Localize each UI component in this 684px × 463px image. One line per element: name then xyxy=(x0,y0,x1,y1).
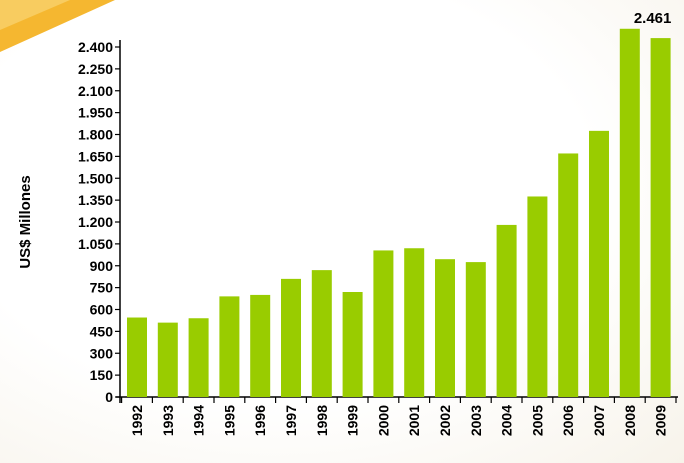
bar-2005 xyxy=(527,196,548,397)
x-tick-label: 2008 xyxy=(622,405,638,436)
x-tick-label: 1995 xyxy=(221,405,237,436)
x-tick-label: 2003 xyxy=(468,405,484,436)
bar-2008 xyxy=(619,28,640,397)
bar-1994 xyxy=(188,318,209,397)
x-tick-label: 1994 xyxy=(191,405,207,436)
y-tick-label: 900 xyxy=(90,258,114,274)
bar-2006 xyxy=(558,153,579,397)
x-tick-label: 2000 xyxy=(375,405,391,436)
data-label-2009: 2.461 xyxy=(634,10,672,27)
y-tick-label: 1.200 xyxy=(78,214,113,230)
y-axis-label: US$ Millones xyxy=(17,175,34,268)
y-tick-label: 1.500 xyxy=(78,170,113,186)
x-tick-label: 2006 xyxy=(560,405,576,436)
bar-1996 xyxy=(250,294,271,397)
bar-1995 xyxy=(219,296,240,397)
y-tick-label: 750 xyxy=(90,280,114,296)
bar-1999 xyxy=(342,292,363,397)
x-tick-label: 2009 xyxy=(653,405,669,436)
y-tick-label: 450 xyxy=(90,323,114,339)
bar-1993 xyxy=(157,322,178,397)
y-tick-label: 600 xyxy=(90,302,114,318)
x-tick-label: 2007 xyxy=(591,405,607,436)
bar-1997 xyxy=(281,278,301,397)
y-tick-label: 0 xyxy=(105,389,113,405)
x-tick-label: 1998 xyxy=(314,405,330,436)
x-tick-label: 2002 xyxy=(437,405,453,436)
bar-2000 xyxy=(373,250,394,397)
x-tick-label: 1996 xyxy=(252,405,268,436)
y-tick-label: 2.400 xyxy=(78,39,113,55)
bar-2009 xyxy=(650,38,671,398)
y-tick-label: 1.950 xyxy=(78,105,113,121)
y-tick-label: 2.250 xyxy=(78,61,113,77)
y-tick-label: 1.650 xyxy=(78,148,113,164)
bar-2004 xyxy=(496,224,517,397)
bar-1998 xyxy=(311,270,332,397)
x-tick-label: 2005 xyxy=(529,405,545,436)
bar-2001 xyxy=(404,248,425,397)
x-tick-label: 1997 xyxy=(283,405,299,436)
bar-1992 xyxy=(127,317,147,397)
bar-2002 xyxy=(435,259,455,397)
y-tick-label: 1.800 xyxy=(78,127,113,143)
x-tick-label: 1992 xyxy=(129,405,145,436)
y-tick-label: 150 xyxy=(90,367,114,383)
bar-2007 xyxy=(589,130,609,397)
corner-decoration xyxy=(0,0,115,52)
y-tick-label: 2.100 xyxy=(78,83,113,99)
y-tick-label: 1.050 xyxy=(78,236,113,252)
bar-2003 xyxy=(465,262,486,397)
x-tick-label: 2001 xyxy=(406,405,422,436)
y-tick-label: 300 xyxy=(90,345,114,361)
x-tick-label: 1993 xyxy=(160,405,176,436)
y-tick-label: 1.350 xyxy=(78,192,113,208)
x-tick-label: 1999 xyxy=(345,405,361,436)
x-tick-label: 2004 xyxy=(499,405,515,436)
